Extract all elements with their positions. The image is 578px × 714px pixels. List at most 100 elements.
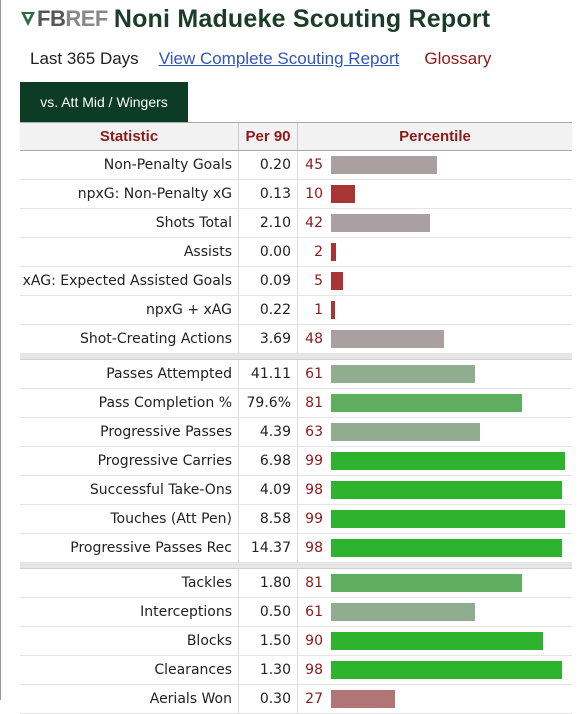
stat-name: Progressive Passes Rec [20, 534, 239, 562]
per90-value: 1.50 [239, 627, 298, 655]
report-subnav: Last 365 Days View Complete Scouting Rep… [30, 46, 491, 72]
glossary-link[interactable]: Glossary [424, 49, 492, 68]
logo-text-ref: REF [65, 6, 108, 31]
page-left-border [0, 0, 1, 700]
percentile-cell: 81 [298, 569, 572, 597]
fbref-logo[interactable]: FB REF [20, 6, 108, 32]
per90-value: 4.39 [239, 418, 298, 446]
percentile-bar [331, 330, 444, 348]
percentile-bar [331, 156, 437, 174]
percentile-bar [331, 394, 522, 412]
stat-name: Successful Take-Ons [20, 476, 239, 504]
percentile-value: 99 [305, 453, 323, 469]
stat-name: Progressive Passes [20, 418, 239, 446]
percentile-cell: 5 [298, 267, 572, 295]
percentile-value: 90 [305, 633, 323, 649]
per90-value: 6.98 [239, 447, 298, 475]
table-row: Interceptions 0.50 61 [20, 598, 572, 627]
percentile-value: 98 [305, 540, 323, 556]
percentile-cell: 98 [298, 534, 572, 562]
table-row: Pass Completion % 79.6% 81 [20, 389, 572, 418]
fbref-logo-icon [21, 12, 35, 26]
percentile-value: 45 [305, 157, 323, 173]
stat-name: Shot-Creating Actions [20, 325, 239, 353]
table-row: npxG + xAG 0.22 1 [20, 296, 572, 325]
per90-value: 8.58 [239, 505, 298, 533]
stat-name: npxG: Non-Penalty xG [20, 180, 239, 208]
percentile-bar [331, 632, 543, 650]
table-row: xAG: Expected Assisted Goals 0.09 5 [20, 267, 572, 296]
percentile-value: 5 [314, 273, 323, 289]
percentile-bar [331, 574, 522, 592]
table-row: Progressive Carries 6.98 99 [20, 447, 572, 476]
stat-name: Assists [20, 238, 239, 266]
percentile-bar [331, 452, 565, 470]
stat-name: Pass Completion % [20, 389, 239, 417]
percentile-cell: 99 [298, 505, 572, 533]
percentile-bar [331, 690, 395, 708]
percentile-value: 27 [305, 691, 323, 707]
per90-value: 0.13 [239, 180, 298, 208]
percentile-bar [331, 365, 475, 383]
percentile-cell: 98 [298, 656, 572, 684]
percentile-value: 98 [305, 482, 323, 498]
date-range-label: Last 365 Days [30, 49, 139, 68]
percentile-cell: 10 [298, 180, 572, 208]
percentile-bar [331, 481, 562, 499]
percentile-cell: 98 [298, 476, 572, 504]
per90-value: 0.22 [239, 296, 298, 324]
stat-name: Aerials Won [20, 685, 239, 713]
percentile-bar [331, 185, 355, 203]
per90-value: 79.6% [239, 389, 298, 417]
stat-name: npxG + xAG [20, 296, 239, 324]
scouting-table: Statistic Per 90 Percentile Non-Penalty … [20, 122, 572, 714]
stat-name: Touches (Att Pen) [20, 505, 239, 533]
header-statistic: Statistic [20, 123, 239, 150]
group-separator [20, 354, 572, 360]
percentile-value: 48 [305, 331, 323, 347]
percentile-cell: 42 [298, 209, 572, 237]
percentile-bar [331, 214, 430, 232]
percentile-cell: 63 [298, 418, 572, 446]
header-percentile: Percentile [399, 128, 471, 145]
percentile-value: 98 [305, 662, 323, 678]
percentile-bar [331, 423, 480, 441]
table-row: Progressive Passes 4.39 63 [20, 418, 572, 447]
per90-value: 14.37 [239, 534, 298, 562]
percentile-cell: 2 [298, 238, 572, 266]
table-row: Shot-Creating Actions 3.69 48 [20, 325, 572, 354]
percentile-value: 61 [305, 366, 323, 382]
stat-name: Clearances [20, 656, 239, 684]
per90-value: 4.09 [239, 476, 298, 504]
stat-name: Shots Total [20, 209, 239, 237]
table-body: Non-Penalty Goals 0.20 45 npxG: Non-Penalty… [20, 151, 572, 714]
table-row: Assists 0.00 2 [20, 238, 572, 267]
per90-value: 0.50 [239, 598, 298, 626]
percentile-value: 10 [305, 186, 323, 202]
percentile-bar [331, 539, 562, 557]
percentile-bar [331, 661, 562, 679]
percentile-cell: 1 [298, 296, 572, 324]
percentile-cell: 90 [298, 627, 572, 655]
table-row: Successful Take-Ons 4.09 98 [20, 476, 572, 505]
complete-report-link[interactable]: View Complete Scouting Report [158, 49, 400, 68]
percentile-bar [331, 272, 343, 290]
per90-value: 3.69 [239, 325, 298, 353]
page-title: Noni Madueke Scouting Report [113, 4, 491, 33]
percentile-value: 99 [305, 511, 323, 527]
stat-name: Passes Attempted [20, 360, 239, 388]
percentile-cell: 61 [298, 598, 572, 626]
percentile-bar [331, 301, 335, 319]
stat-name: Blocks [20, 627, 239, 655]
stat-name: Non-Penalty Goals [20, 151, 239, 179]
percentile-value: 42 [305, 215, 323, 231]
tab-att-mid-wingers[interactable]: vs. Att Mid / Wingers [20, 82, 188, 122]
table-row: Tackles 1.80 81 [20, 569, 572, 598]
percentile-cell: 45 [298, 151, 572, 179]
percentile-cell: 48 [298, 325, 572, 353]
per90-value: 0.09 [239, 267, 298, 295]
stat-name: Tackles [20, 569, 239, 597]
percentile-value: 81 [305, 575, 323, 591]
table-header: Statistic Per 90 Percentile [20, 122, 572, 151]
logo-text-fb: FB [37, 6, 66, 31]
